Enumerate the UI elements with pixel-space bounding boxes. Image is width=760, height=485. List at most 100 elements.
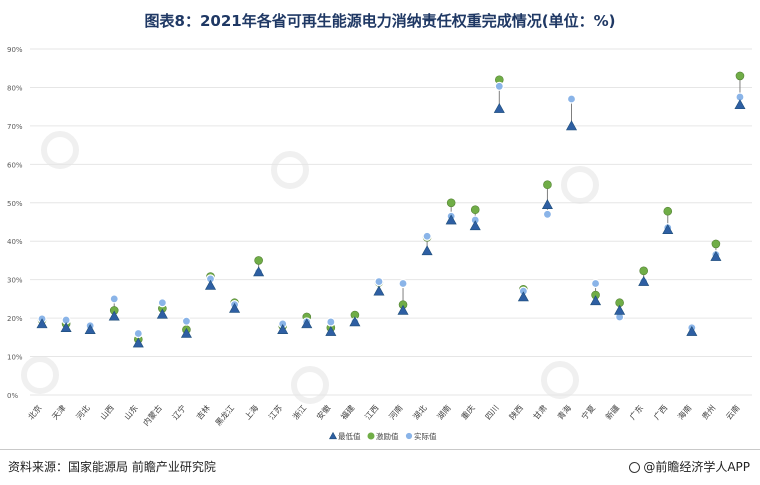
x-tick-label: 江西 (363, 404, 380, 422)
x-tick-label: 安徽 (314, 403, 332, 422)
legend: 最低值 激励值 实际值 (328, 431, 437, 441)
grid-lines (30, 48, 752, 396)
x-tick-label: 重庆 (459, 403, 477, 422)
min-point (541, 199, 553, 209)
min-point (84, 324, 96, 334)
y-tick-label: 80% (7, 84, 23, 92)
legend-label: 激励值 (376, 431, 399, 441)
x-tick-label: 广西 (651, 403, 669, 422)
min-point (493, 102, 505, 113)
watermark-layer (21, 131, 599, 404)
incentive-point (735, 71, 745, 81)
x-tick-label: 黑龙江 (213, 403, 236, 428)
actual-point (181, 316, 192, 326)
actual-point (542, 209, 553, 219)
watermark-logo-icon (41, 131, 79, 169)
x-tick-label: 吉林 (194, 403, 212, 422)
actual-point (374, 276, 384, 287)
watermark-logo-icon (21, 356, 59, 394)
min-point (36, 318, 48, 329)
x-tick-label: 海南 (675, 403, 693, 422)
watermark-logo-icon (561, 166, 599, 204)
min-point (662, 224, 674, 234)
y-tick-label: 70% (7, 123, 23, 131)
x-tick-label: 北京 (26, 403, 44, 422)
min-point (734, 99, 746, 110)
min-point (229, 302, 241, 313)
min-point (180, 327, 192, 338)
x-tick-label: 陕西 (507, 403, 525, 422)
x-tick-label: 辽宁 (170, 403, 188, 422)
y-tick-label: 40% (7, 238, 23, 246)
x-tick-label: 山西 (98, 403, 116, 422)
x-tick-label: 河南 (387, 403, 405, 422)
x-tick-label: 青海 (555, 403, 573, 422)
x-tick-label: 宁夏 (579, 403, 597, 422)
watermark-logo-icon (291, 366, 329, 404)
min-point (277, 324, 289, 334)
y-tick-label: 0% (7, 392, 18, 400)
actual-point (590, 278, 601, 289)
incentive-point (711, 239, 721, 249)
actual-point (326, 317, 336, 327)
min-point (373, 285, 385, 296)
min-point (710, 250, 722, 261)
x-tick-label: 贵州 (699, 403, 717, 422)
min-point (301, 318, 313, 329)
min-point (565, 120, 578, 131)
y-tick-label: 20% (7, 315, 23, 323)
brand-text: @前瞻经济学人APP (643, 460, 750, 474)
x-axis-ticks: 北京 天津 河北 山西 山东 内蒙古 辽宁 吉林 黑龙江 上海 江苏 浙江 安徽 福建 江西 河南 湖北 湖南 重庆… (26, 403, 742, 428)
range-connectors (41, 75, 741, 344)
incentive-point (470, 205, 480, 214)
source-note: 资料来源：国家能源局 前瞻产业研究院 (8, 460, 216, 474)
y-tick-label: 60% (7, 161, 23, 169)
legend-marker (405, 432, 413, 440)
x-tick-label: 云南 (724, 403, 742, 422)
watermark-logo-icon (271, 151, 309, 189)
x-tick-label: 浙江 (290, 403, 308, 422)
actual-point (157, 298, 167, 308)
actual-point (398, 278, 408, 289)
min-point (156, 308, 168, 319)
min-point (590, 295, 602, 306)
actual-point (494, 81, 504, 91)
x-tick-label: 广东 (627, 403, 645, 422)
chart-title: 图表8：2021年各省可再生能源电力消纳责任权重完成情况(单位：%) (144, 12, 616, 30)
y-tick-label: 50% (7, 200, 23, 208)
brand-credit: @前瞻经济学人APP (629, 458, 750, 475)
min-point (60, 322, 72, 333)
min-point (253, 266, 265, 277)
incentive-point (663, 206, 673, 216)
x-tick-label: 上海 (242, 403, 260, 422)
min-point (325, 325, 337, 336)
y-tick-label: 10% (7, 354, 23, 362)
legend-label: 实际值 (414, 431, 437, 441)
actual-point (109, 294, 119, 304)
brand-logo-icon (629, 462, 641, 473)
actual-point (133, 328, 143, 339)
incentive-point (254, 256, 263, 265)
actual-point (566, 94, 577, 104)
actual-point (422, 231, 432, 241)
watermark-logo-icon (541, 361, 579, 399)
x-tick-label: 山东 (122, 403, 140, 422)
min-point (614, 304, 626, 315)
x-tick-label: 江苏 (266, 403, 284, 422)
x-tick-label: 湖北 (411, 404, 428, 422)
min-point (686, 325, 698, 336)
incentive-point (543, 180, 552, 190)
min-point (132, 337, 144, 348)
legend-marker (328, 431, 338, 440)
y-tick-label: 30% (7, 277, 23, 285)
x-tick-label: 湖南 (435, 403, 453, 422)
min-point (469, 220, 481, 231)
x-tick-label: 天津 (50, 403, 68, 422)
x-tick-label: 新疆 (603, 403, 621, 422)
x-tick-label: 甘肃 (531, 403, 549, 422)
legend-marker (367, 432, 375, 440)
footer-divider (0, 449, 760, 450)
min-point (445, 214, 457, 225)
chart-canvas: 0% 10% 20% 30% 40% 50% 60% 70% 80% 90% 北京 天津 河北 山西 山东… (7, 46, 752, 441)
min-point (349, 316, 361, 327)
